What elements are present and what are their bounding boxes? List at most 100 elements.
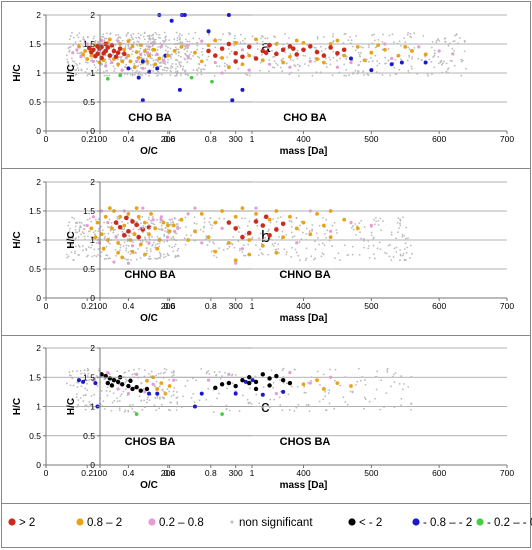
ns-point bbox=[166, 388, 169, 391]
ns-point bbox=[112, 229, 115, 232]
ns-point bbox=[275, 220, 278, 223]
data-point bbox=[369, 223, 373, 228]
ns-point bbox=[87, 254, 89, 257]
ns-point bbox=[103, 237, 106, 240]
ns-point bbox=[73, 65, 76, 67]
data-point bbox=[253, 379, 259, 385]
ns-point bbox=[114, 248, 117, 251]
ns-point bbox=[103, 74, 106, 77]
ns-point bbox=[355, 384, 357, 386]
ns-point bbox=[269, 398, 272, 401]
ns-point bbox=[297, 403, 300, 406]
ns-point bbox=[395, 237, 397, 240]
ns-point bbox=[285, 62, 288, 65]
ns-point bbox=[403, 248, 406, 251]
ns-point bbox=[376, 247, 379, 250]
ns-point bbox=[182, 65, 185, 68]
data-point bbox=[210, 79, 214, 84]
ns-point bbox=[156, 49, 159, 51]
ns-point bbox=[389, 74, 392, 77]
data-point bbox=[85, 42, 89, 46]
data-point bbox=[274, 51, 279, 57]
ns-point bbox=[398, 40, 401, 43]
ns-point bbox=[318, 400, 321, 403]
data-point bbox=[91, 215, 95, 219]
data-point bbox=[93, 381, 98, 386]
ns-point bbox=[328, 389, 331, 392]
ns-point bbox=[149, 53, 152, 56]
ns-point bbox=[385, 62, 387, 65]
data-point bbox=[295, 241, 299, 245]
data-point bbox=[288, 54, 292, 59]
ns-point bbox=[430, 46, 433, 49]
ns-point bbox=[364, 379, 366, 381]
ns-point bbox=[119, 243, 122, 246]
ns-point bbox=[343, 33, 346, 35]
ns-point bbox=[367, 240, 370, 242]
data-point bbox=[77, 44, 81, 49]
ns-point bbox=[279, 404, 282, 407]
ns-point bbox=[364, 383, 367, 386]
ns-point bbox=[378, 72, 381, 75]
ns-point bbox=[169, 401, 172, 404]
ns-point bbox=[228, 245, 231, 248]
series-pos_mid bbox=[165, 206, 360, 263]
ns-point bbox=[195, 68, 198, 71]
data-point bbox=[267, 233, 272, 238]
data-point bbox=[186, 238, 191, 242]
ns-point bbox=[290, 225, 293, 228]
ns-point bbox=[154, 38, 157, 41]
ns-point bbox=[84, 248, 87, 250]
ns-point bbox=[152, 59, 155, 62]
data-point bbox=[260, 243, 265, 248]
ns-point bbox=[105, 254, 108, 257]
ns-point bbox=[75, 69, 78, 71]
data-point bbox=[199, 391, 204, 396]
ns-point bbox=[173, 245, 176, 248]
data-point bbox=[233, 50, 238, 56]
ns-point bbox=[314, 240, 316, 243]
ns-point bbox=[180, 55, 182, 58]
ns-point bbox=[292, 59, 295, 62]
series-pos_low bbox=[145, 39, 455, 75]
ns-point bbox=[131, 69, 134, 72]
ns-point bbox=[83, 369, 86, 372]
data-point bbox=[126, 66, 131, 71]
data-point bbox=[193, 229, 197, 234]
ns-point bbox=[162, 372, 165, 375]
ns-point bbox=[114, 228, 117, 231]
data-point bbox=[169, 18, 174, 23]
data-point bbox=[136, 75, 141, 80]
ns-point bbox=[293, 64, 296, 66]
data-point bbox=[301, 47, 306, 53]
ns-point bbox=[305, 233, 308, 235]
ns-point bbox=[76, 52, 79, 54]
ns-point bbox=[138, 50, 141, 53]
ns-point bbox=[247, 402, 250, 405]
ns-point bbox=[157, 60, 159, 63]
ns-point bbox=[222, 33, 224, 36]
y-tick-label: 2 bbox=[36, 343, 41, 353]
x-tick-label: 0 bbox=[44, 301, 49, 311]
ns-point bbox=[159, 37, 162, 39]
ns-point bbox=[339, 57, 341, 60]
ns-point bbox=[95, 71, 98, 74]
ns-point bbox=[400, 44, 402, 47]
data-point bbox=[120, 255, 125, 260]
data-point bbox=[399, 60, 404, 65]
ns-point bbox=[93, 64, 96, 66]
ns-point bbox=[101, 63, 104, 66]
ns-point bbox=[198, 399, 201, 402]
ns-point bbox=[71, 216, 74, 219]
ns-point bbox=[91, 40, 94, 43]
ns-point bbox=[228, 409, 231, 412]
ns-point bbox=[131, 373, 134, 376]
ns-point bbox=[161, 228, 164, 231]
series-gt2 bbox=[226, 214, 286, 240]
ns-point bbox=[352, 71, 355, 74]
ns-point bbox=[460, 74, 463, 77]
ns-point bbox=[329, 63, 332, 66]
ns-point bbox=[134, 73, 136, 76]
data-point bbox=[254, 37, 258, 42]
ns-point bbox=[348, 74, 350, 77]
